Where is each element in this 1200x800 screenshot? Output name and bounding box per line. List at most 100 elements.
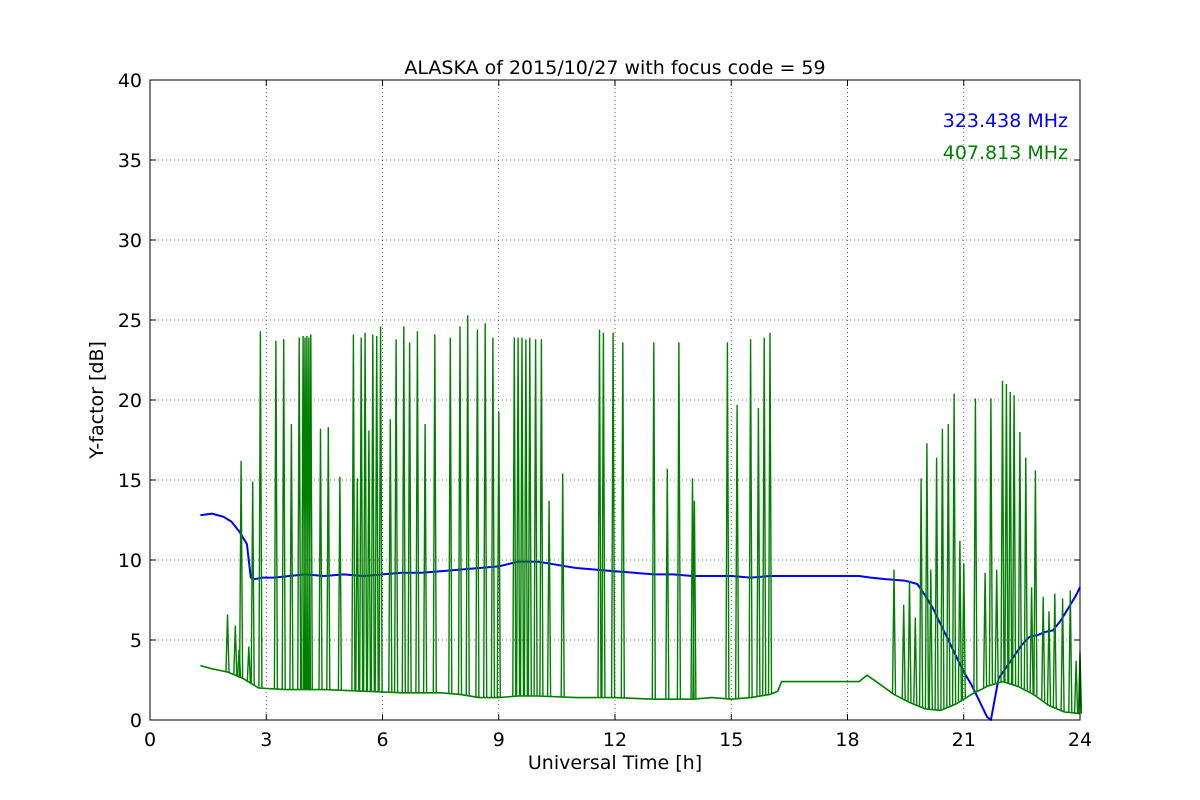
series-spike: [297, 337, 302, 690]
series-spike: [475, 329, 480, 698]
series-spike: [308, 334, 313, 690]
y-tick-label: 10: [118, 550, 142, 572]
series-spike: [901, 604, 906, 700]
series-spike: [620, 342, 625, 698]
series-spike: [546, 500, 552, 697]
x-tick-label: 12: [603, 729, 627, 751]
x-tick-label: 24: [1068, 729, 1092, 751]
y-tick-label: 5: [130, 630, 142, 652]
series-spike: [734, 404, 740, 699]
x-axis-label: Universal Time [h]: [528, 752, 702, 774]
series-spike: [351, 334, 356, 691]
series-spike: [651, 342, 656, 700]
series-spike: [539, 339, 544, 697]
series-layer: [200, 315, 1083, 721]
series-spike: [1033, 470, 1038, 696]
x-tick-label: 0: [144, 729, 156, 751]
series-spike: [913, 617, 918, 705]
series-0: [200, 512, 1081, 721]
y-tick-label: 0: [130, 710, 142, 732]
series-spike: [355, 478, 360, 692]
series-spike: [378, 326, 383, 692]
series-spike: [273, 340, 279, 690]
series-spike: [951, 393, 957, 705]
series-spike: [318, 428, 323, 690]
series-spike: [289, 423, 294, 690]
series-spike: [1041, 596, 1046, 702]
series-spike: [432, 334, 437, 693]
series-spike: [1060, 598, 1065, 712]
series-spike: [512, 337, 517, 697]
axis-ticks: 0 3 6 9 12 15 18 21 24 0 5 10 15 20 25 30 35 40: [118, 70, 1092, 751]
series-spike: [934, 457, 939, 711]
series-spike: [1017, 431, 1023, 688]
series-spike: [988, 398, 994, 686]
series-spike: [940, 428, 945, 710]
series-spike: [401, 326, 406, 693]
series-spike: [258, 331, 263, 689]
series-spike: [407, 342, 412, 693]
series-spike: [457, 326, 463, 695]
series-spike: [946, 423, 951, 708]
series-spike: [523, 339, 529, 697]
legend-entry-323mhz: 323.438 MHz: [943, 110, 1068, 132]
legend-entry-407mhz: 407.813 MHz: [943, 142, 1068, 164]
series-spike: [246, 646, 251, 683]
series-line: [200, 512, 1081, 721]
x-tick-label: 21: [952, 729, 976, 751]
series-spike: [483, 323, 488, 698]
series-spike: [490, 337, 496, 698]
series-spike: [1000, 380, 1005, 682]
series-spike: [994, 569, 999, 684]
series-spike: [374, 335, 379, 692]
series-spike: [250, 481, 255, 685]
series-spike: [957, 540, 963, 702]
series-line: [200, 664, 1081, 715]
series-spike: [692, 500, 697, 700]
y-tick-label: 15: [118, 470, 142, 492]
series-spike: [465, 315, 470, 696]
series-spike: [924, 443, 930, 710]
series-spike: [1023, 457, 1029, 691]
series-spike: [597, 329, 602, 698]
series-spike: [1029, 587, 1034, 694]
series-1: [200, 315, 1083, 715]
series-spike: [337, 476, 343, 691]
series-spike: [1008, 391, 1013, 685]
series-spike: [1004, 383, 1009, 683]
x-tick-label: 3: [260, 729, 272, 751]
series-spike: [928, 569, 933, 710]
series-spike: [973, 398, 978, 693]
y-axis-label: Y-factor [dB]: [86, 341, 108, 460]
series-spike: [422, 423, 428, 693]
series-spike: [918, 478, 924, 708]
series-spike: [233, 625, 238, 676]
series-spike: [366, 430, 372, 692]
series-spike: [725, 342, 730, 699]
series-spike: [415, 331, 420, 693]
x-tick-label: 6: [376, 729, 388, 751]
y-tick-label: 40: [118, 70, 142, 92]
series-spike: [1011, 395, 1017, 686]
series-spike: [1068, 590, 1073, 713]
series-spike: [515, 337, 521, 697]
series-spike: [225, 614, 230, 673]
series-spike: [496, 411, 501, 698]
series-spike: [238, 460, 244, 678]
series-spike: [359, 337, 364, 692]
series-spike: [527, 337, 532, 697]
series-spike: [891, 569, 897, 695]
series-spike: [601, 332, 606, 698]
series-spike: [665, 468, 670, 700]
x-tick-label: 15: [719, 729, 743, 751]
y-tick-label: 25: [118, 310, 142, 332]
series-spike: [610, 332, 616, 698]
series-spike: [388, 419, 393, 693]
series-spike: [393, 339, 399, 693]
series-spike: [762, 337, 767, 696]
series-spike: [281, 339, 286, 690]
series-spike: [448, 337, 453, 694]
series-spike: [370, 334, 375, 692]
series-spike: [519, 337, 525, 697]
